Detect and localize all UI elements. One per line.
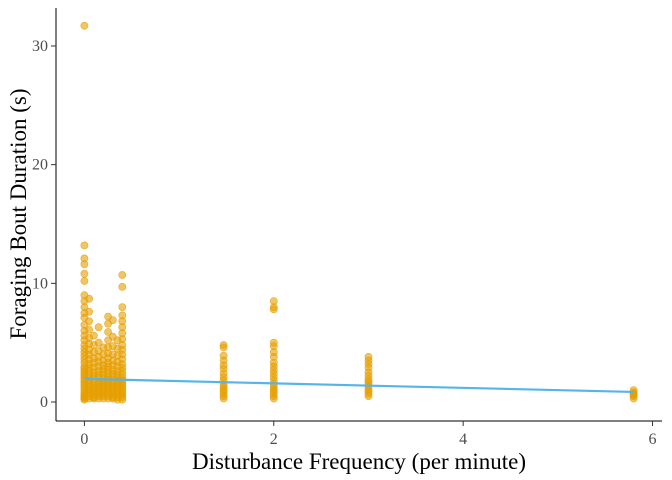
x-tick-label: 6 bbox=[649, 431, 657, 448]
data-point bbox=[80, 260, 89, 269]
data-point bbox=[85, 317, 93, 326]
x-tick-label: 0 bbox=[80, 431, 88, 448]
y-tick-label: 0 bbox=[40, 394, 48, 411]
data-point bbox=[118, 282, 127, 291]
data-point bbox=[85, 294, 93, 303]
x-tick-label: 4 bbox=[459, 431, 467, 448]
data-point bbox=[118, 395, 127, 404]
data-point bbox=[269, 305, 278, 314]
data-point bbox=[108, 316, 117, 324]
data-point bbox=[364, 392, 373, 400]
data-point bbox=[269, 394, 278, 403]
trend-line-group bbox=[84, 377, 634, 394]
x-tick-label: 2 bbox=[270, 431, 278, 448]
axis-ticks: 0 2 4 6 0 10 20 30 bbox=[32, 38, 657, 448]
y-axis-title: Foraging Bout Duration (s) bbox=[6, 88, 31, 339]
data-point bbox=[94, 323, 103, 332]
data-point bbox=[85, 325, 93, 334]
data-point bbox=[118, 303, 127, 311]
data-point bbox=[104, 328, 112, 336]
data-point bbox=[219, 343, 228, 352]
data-point bbox=[90, 331, 98, 340]
data-point bbox=[80, 277, 89, 285]
data-point bbox=[94, 338, 103, 347]
data-point bbox=[80, 269, 89, 278]
data-point bbox=[80, 21, 89, 30]
y-tick-label: 30 bbox=[32, 38, 48, 55]
data-points bbox=[80, 21, 638, 404]
data-point bbox=[118, 271, 127, 279]
x-axis-title: Disturbance Frequency (per minute) bbox=[192, 449, 526, 474]
y-tick-label: 10 bbox=[32, 275, 48, 292]
data-point bbox=[219, 394, 228, 403]
trend-line bbox=[84, 377, 634, 394]
data-point bbox=[80, 241, 89, 250]
data-point bbox=[629, 394, 638, 403]
y-tick-label: 20 bbox=[32, 157, 48, 174]
data-point bbox=[85, 307, 93, 316]
